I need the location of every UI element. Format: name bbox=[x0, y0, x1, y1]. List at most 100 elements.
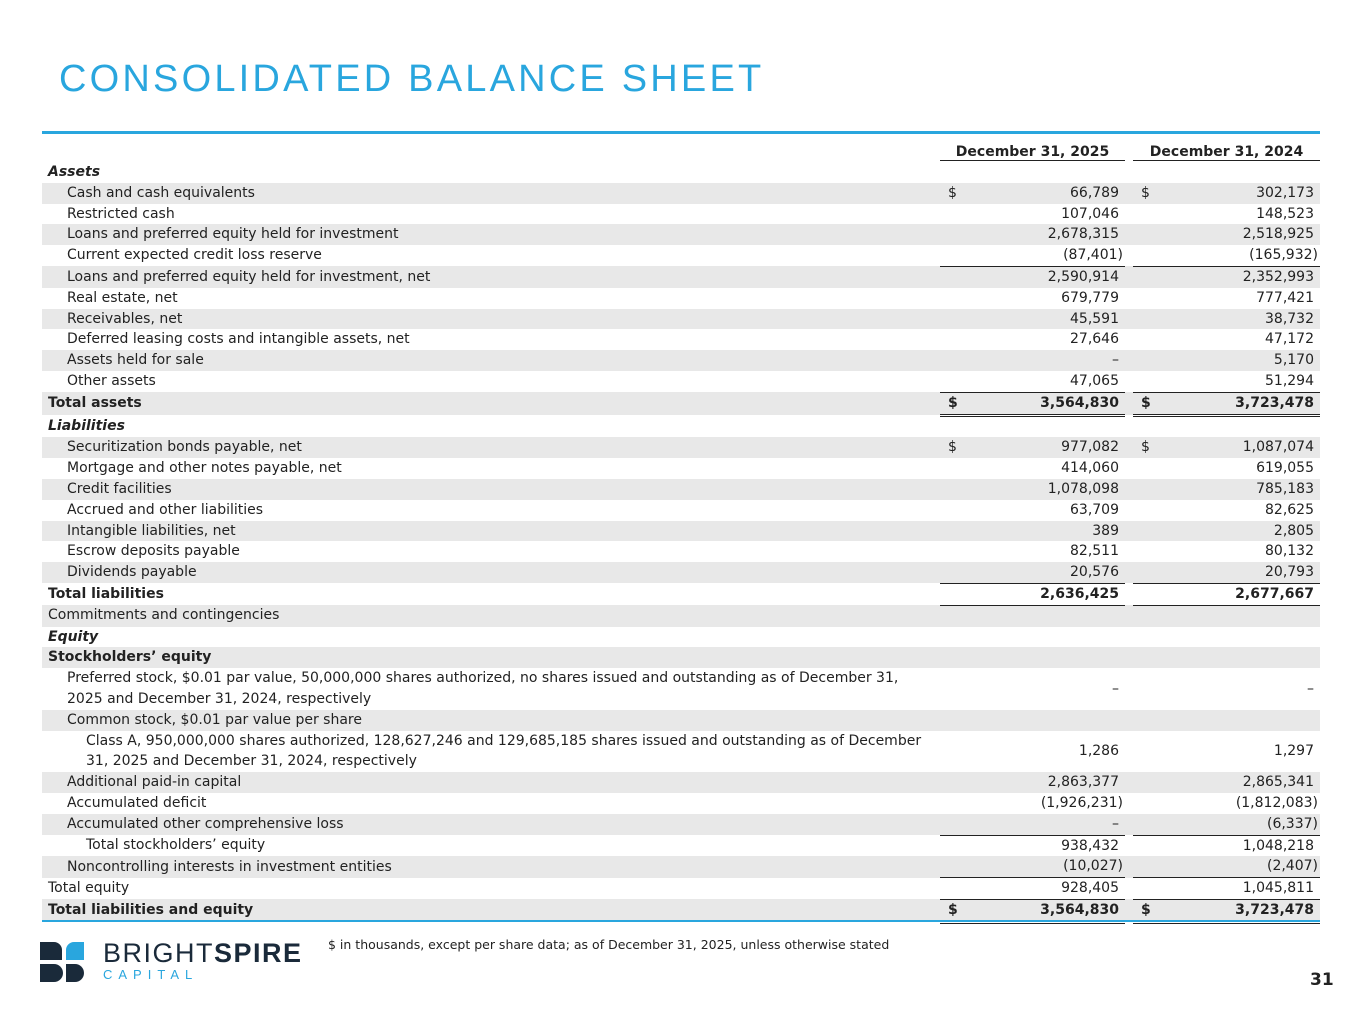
currency: $ bbox=[1141, 901, 1151, 918]
currency: $ bbox=[1141, 439, 1150, 456]
spacer bbox=[1125, 772, 1133, 793]
value-cell: 148,523 bbox=[1133, 204, 1320, 225]
spacer bbox=[1125, 835, 1133, 856]
value: – bbox=[1112, 680, 1119, 697]
value-cell: 2,590,914 bbox=[940, 266, 1125, 288]
logo-spire: SPIRE bbox=[214, 938, 303, 968]
row-label: Assets held for sale bbox=[42, 350, 940, 371]
row-label: Loans and preferred equity held for inve… bbox=[42, 266, 940, 288]
value-cell: $302,173 bbox=[1133, 182, 1320, 204]
header-row: December 31, 2025 December 31, 2024 bbox=[42, 142, 1320, 162]
row-label: Receivables, net bbox=[42, 308, 940, 330]
table-row: Total equity 928,405 1,045,811 bbox=[42, 877, 1320, 900]
value: 45,591 bbox=[1070, 310, 1119, 327]
value-cell: 47,065 bbox=[940, 370, 1125, 393]
value-cell: 5,170 bbox=[1133, 350, 1320, 371]
row-label: Equity bbox=[48, 628, 99, 645]
value: 66,789 bbox=[1070, 184, 1119, 201]
row-label: Total liabilities bbox=[48, 585, 164, 602]
value: 148,523 bbox=[1256, 205, 1314, 222]
value-cell: 679,779 bbox=[940, 288, 1125, 309]
value-cell: 414,060 bbox=[940, 458, 1125, 479]
spacer bbox=[1125, 392, 1133, 416]
table-row: Other assets 47,065 51,294 bbox=[42, 370, 1320, 393]
spacer bbox=[1125, 605, 1133, 627]
currency: $ bbox=[948, 394, 958, 411]
value: 20,793 bbox=[1265, 564, 1314, 581]
value: 1,087,074 bbox=[1242, 439, 1314, 456]
value: (2,407) bbox=[1266, 858, 1318, 875]
spacer bbox=[1125, 647, 1133, 669]
value: 1,048,218 bbox=[1242, 837, 1314, 854]
row-label: Securitization bonds payable, net bbox=[42, 437, 940, 459]
row-label: Liabilities bbox=[48, 417, 125, 434]
value-cell: 389 bbox=[940, 520, 1125, 542]
row-label: Current expected credit loss reserve bbox=[67, 247, 322, 264]
row-label: Other assets bbox=[67, 373, 156, 390]
value-cell: 107,046 bbox=[940, 204, 1125, 225]
spacer bbox=[1125, 204, 1133, 225]
value: 2,590,914 bbox=[1047, 268, 1119, 285]
value: 20,576 bbox=[1070, 564, 1119, 581]
value: 679,779 bbox=[1061, 289, 1119, 306]
value: (10,027) bbox=[1063, 858, 1123, 875]
logo-bright: BRIGHT bbox=[103, 938, 215, 968]
spacer bbox=[1125, 437, 1133, 459]
row-label: Assets bbox=[48, 164, 101, 180]
logo-mark bbox=[40, 942, 84, 982]
table-row: Total liabilities and equity $3,564,830 $3… bbox=[42, 899, 1320, 924]
spacer bbox=[1125, 793, 1133, 814]
table-row: Securitization bonds payable, net $977,08… bbox=[42, 437, 1320, 459]
value-cell bbox=[940, 162, 1125, 183]
table-row: Deferred leasing costs and intangible as… bbox=[42, 329, 1320, 350]
value-cell: 2,518,925 bbox=[1133, 224, 1320, 246]
value-cell: 38,732 bbox=[1133, 308, 1320, 330]
value-cell: $3,564,830 bbox=[940, 392, 1125, 417]
value: 777,421 bbox=[1256, 289, 1314, 306]
value-cell bbox=[940, 647, 1125, 669]
value-cell: 928,405 bbox=[940, 877, 1125, 900]
value: (87,401) bbox=[1063, 247, 1123, 264]
spacer bbox=[1125, 856, 1133, 878]
value-cell bbox=[940, 627, 1125, 648]
footnote: $ in thousands, except per share data; a… bbox=[328, 937, 890, 952]
row-label: Restricted cash bbox=[67, 205, 175, 222]
value: (1,926,231) bbox=[1040, 794, 1123, 811]
table-row: Common stock, $0.01 par value per share bbox=[42, 709, 1320, 731]
value: – bbox=[1307, 680, 1314, 697]
spacer bbox=[1125, 583, 1133, 605]
spacer bbox=[1125, 224, 1133, 246]
value-cell bbox=[940, 709, 1125, 731]
spacer bbox=[1125, 627, 1133, 648]
page-title: CONSOLIDATED BALANCE SHEET bbox=[59, 58, 765, 100]
table-row: Current expected credit loss reserve (87,… bbox=[42, 245, 1320, 267]
table-row: Class A, 950,000,000 shares authorized, … bbox=[42, 731, 1320, 773]
currency: $ bbox=[1141, 184, 1150, 201]
value-cell: 2,352,993 bbox=[1133, 266, 1320, 288]
spacer bbox=[1125, 162, 1133, 183]
spacer bbox=[1125, 329, 1133, 350]
value-cell: $1,087,074 bbox=[1133, 437, 1320, 459]
row-label: Stockholders’ equity bbox=[42, 647, 940, 669]
value-cell: 51,294 bbox=[1133, 370, 1320, 393]
value: (1,812,083) bbox=[1235, 794, 1318, 811]
row-label: Loans and preferred equity held for inve… bbox=[42, 224, 940, 246]
table-row: Restricted cash 107,046 148,523 bbox=[42, 204, 1320, 225]
value-cell: 27,646 bbox=[940, 329, 1125, 350]
spacer bbox=[1125, 266, 1133, 288]
table-row: Accumulated other comprehensive loss – (6,… bbox=[42, 813, 1320, 836]
value: 1,297 bbox=[1273, 742, 1314, 759]
table-row: Stockholders’ equity bbox=[42, 647, 1320, 669]
value: – bbox=[1112, 352, 1119, 369]
table-row: Accrued and other liabilities 63,709 82,62… bbox=[42, 500, 1320, 521]
value-cell: 2,677,667 bbox=[1133, 583, 1320, 606]
row-label: Noncontrolling interests in investment e… bbox=[42, 856, 940, 878]
spacer bbox=[1125, 709, 1133, 731]
top-rule bbox=[42, 131, 1320, 134]
value-cell: $977,082 bbox=[940, 437, 1125, 459]
value: 2,677,667 bbox=[1235, 585, 1314, 602]
value: 389 bbox=[1092, 522, 1119, 539]
table-row: Loans and preferred equity held for inve… bbox=[42, 224, 1320, 246]
column-header: December 31, 2024 bbox=[1133, 144, 1320, 161]
value-cell: – bbox=[940, 668, 1125, 710]
